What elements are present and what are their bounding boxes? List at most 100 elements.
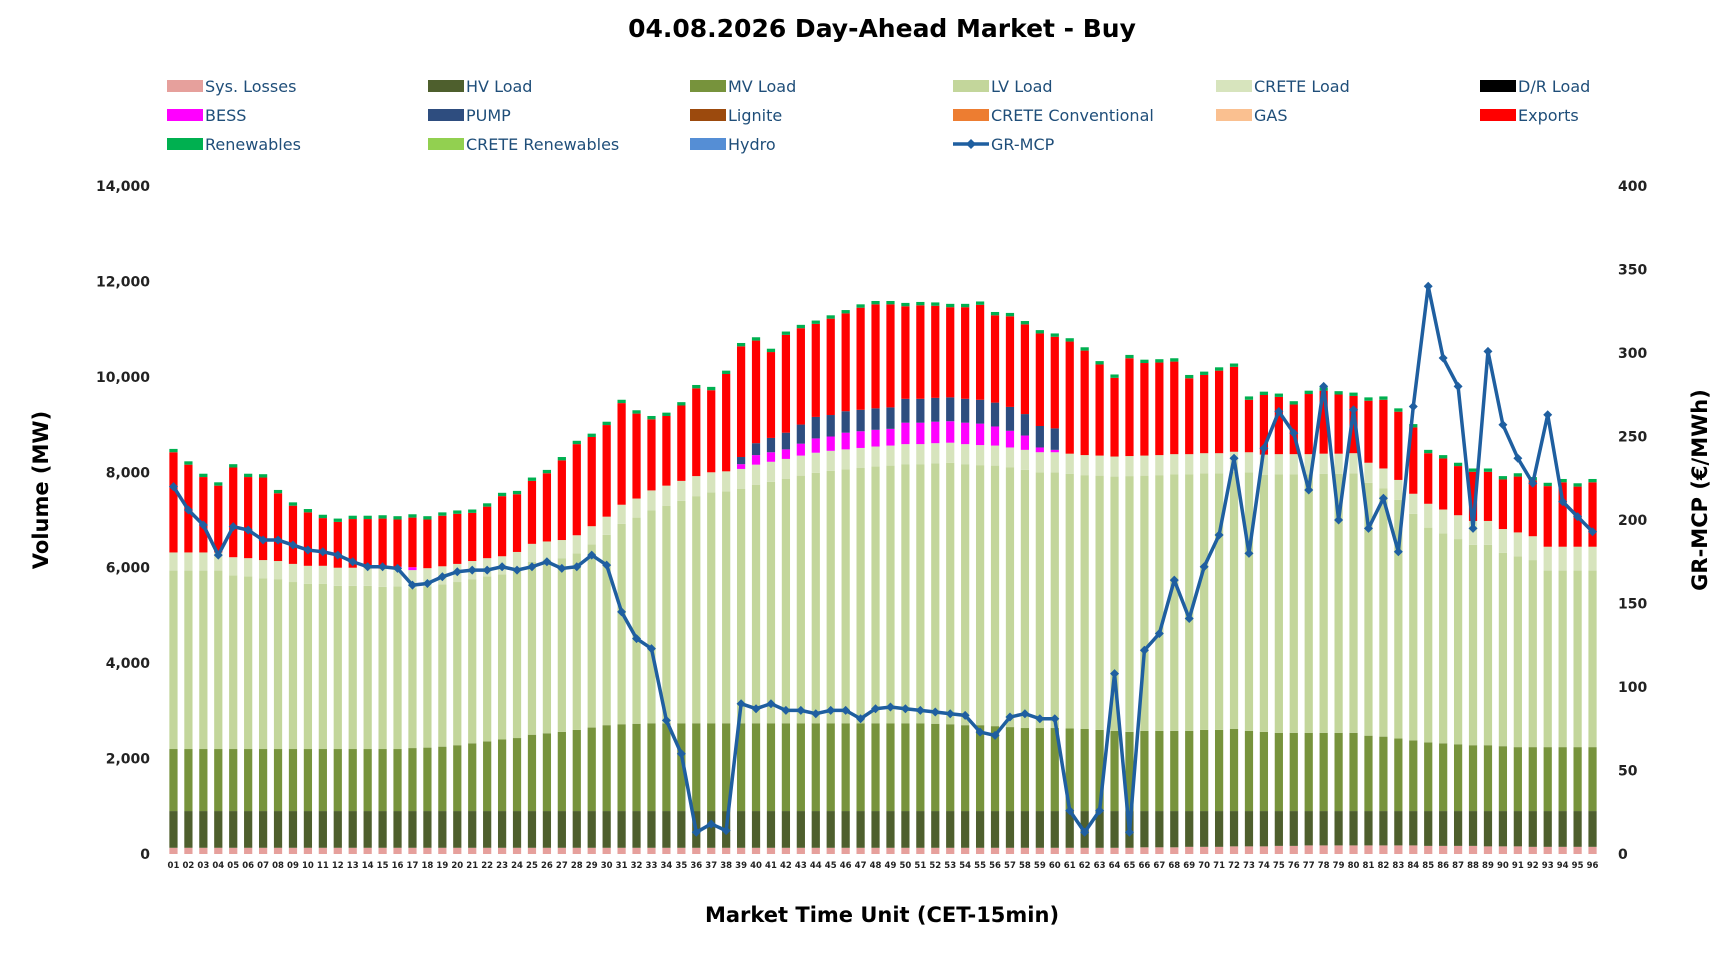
bar-segment (542, 847, 552, 854)
bar-segment (1394, 738, 1403, 812)
legend-swatch-marker (966, 139, 976, 149)
bar-segment (542, 469, 552, 474)
bar-segment (1065, 473, 1074, 729)
legend-label: GAS (1254, 106, 1288, 125)
legend-label: BESS (205, 106, 246, 125)
x-tick-label: 24 (511, 861, 523, 871)
bar-segment (1035, 811, 1044, 848)
bar-segment (751, 811, 761, 848)
bar-segment (1498, 846, 1508, 854)
bar-segment (975, 465, 985, 726)
x-tick-label: 54 (959, 861, 971, 871)
x-tick-label: 37 (705, 861, 717, 871)
bar-segment (1020, 414, 1030, 436)
gr-mcp-polyline (171, 284, 1594, 835)
legend-swatch (690, 80, 726, 92)
gr-mcp-point (348, 557, 358, 567)
bar-segment (662, 811, 671, 848)
bar-segment (1543, 486, 1552, 547)
bar-segment (438, 584, 447, 747)
bar-segment (184, 552, 193, 571)
x-tick-label: 64 (1109, 861, 1121, 871)
gr-mcp-point (885, 702, 895, 712)
gr-mcp-point (378, 562, 388, 572)
bar-segment (886, 811, 895, 848)
bar-segment (766, 723, 776, 812)
bar-segment (169, 448, 178, 453)
bar-segment (931, 421, 940, 444)
bar-segment (273, 493, 283, 562)
x-tick-label: 43 (795, 861, 807, 871)
bar-segment (1453, 466, 1463, 516)
bar-segment (483, 506, 492, 559)
bar-segment (468, 579, 477, 744)
bar-segment (1483, 846, 1493, 854)
bar-segment (1005, 847, 1015, 854)
legend-swatch (690, 138, 726, 150)
bar-segment (1558, 811, 1567, 847)
bar-segment (1244, 730, 1254, 812)
gr-mcp-point (1124, 827, 1134, 837)
bar-segment (781, 847, 791, 854)
bar-segment (333, 585, 342, 750)
bar-segment (1200, 453, 1209, 474)
bar-segment (841, 469, 850, 724)
bar-segment (1155, 730, 1164, 812)
bar-segment (438, 847, 447, 854)
gr-mcp-point (900, 704, 910, 714)
bar-segment (1035, 333, 1044, 427)
legend-swatch (1480, 80, 1516, 92)
bar-segment (1379, 488, 1388, 737)
bar-segment (572, 847, 581, 854)
bar-segment (1498, 479, 1508, 530)
bar-segment (1558, 747, 1567, 812)
bar-segment (1170, 454, 1179, 475)
bar-segment (751, 847, 761, 854)
bar-segment (1379, 399, 1388, 469)
x-tick-label: 38 (720, 861, 732, 871)
bar-segment (931, 463, 940, 724)
bar-segment (527, 477, 537, 481)
bar-segment (1185, 811, 1194, 847)
bar-segment (1005, 447, 1015, 468)
legend-label: Hydro (728, 135, 776, 154)
bar-segment (542, 473, 552, 542)
bar-segment (796, 847, 805, 854)
bar-segment (258, 474, 268, 478)
bar-segment (1573, 570, 1582, 748)
x-tick-label: 76 (1288, 861, 1300, 871)
bar-segment (408, 748, 417, 812)
x-tick-label: 09 (287, 861, 299, 871)
bar-segment (1543, 482, 1552, 487)
x-tick-label: 36 (690, 861, 702, 871)
bar-segment (662, 847, 671, 854)
bar-segment (632, 811, 641, 848)
gr-mcp-point (960, 710, 970, 720)
bar-segment (946, 811, 955, 848)
x-tick-label: 06 (242, 861, 254, 871)
bar-segment (303, 847, 313, 854)
bar-segment (886, 847, 895, 854)
bar-segment (811, 472, 820, 724)
bar-segment (229, 464, 238, 468)
bar-segment (1095, 811, 1104, 848)
bar-segment (303, 512, 313, 566)
bar-segment (1439, 533, 1448, 744)
gr-mcp-point (1080, 827, 1090, 837)
bar-segment (990, 465, 1000, 727)
gr-mcp-point (497, 562, 507, 572)
bar-segment (169, 847, 178, 854)
legend-label: CRETE Load (1254, 77, 1350, 96)
bar-segment (1080, 728, 1089, 812)
bar-segment (408, 588, 417, 749)
bar-segment (1095, 847, 1104, 854)
bar-segment (1035, 847, 1044, 854)
x-tick-label: 19 (436, 861, 448, 871)
bar-segment (483, 741, 492, 812)
bar-segment (318, 514, 327, 519)
bar-segment (258, 578, 268, 750)
gr-mcp-point (467, 565, 477, 575)
bar-segment (1155, 811, 1164, 848)
x-axis-title: Market Time Unit (CET-15min) (705, 903, 1059, 927)
y2-tick-label: 250 (1618, 430, 1647, 446)
